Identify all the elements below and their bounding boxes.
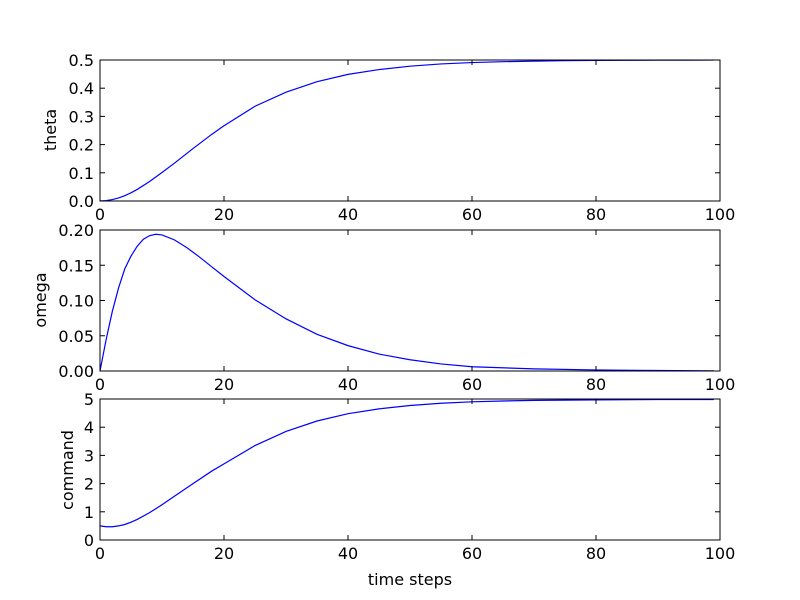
command-ytick-label: 4 — [84, 418, 94, 437]
theta-series-line — [99, 59, 714, 202]
theta-ylabel: theta — [41, 109, 60, 151]
omega-series-line — [99, 233, 714, 372]
command-ytick-label: 0 — [84, 531, 94, 550]
omega-ytick-label: 0.00 — [58, 362, 94, 381]
theta-plot-frame — [99, 59, 721, 202]
omega-plot-frame — [99, 229, 721, 372]
command-ytick-label: 2 — [84, 475, 94, 494]
theta-ytick-label: 0.4 — [69, 79, 94, 98]
omega-xtick-label: 40 — [338, 375, 358, 394]
theta-ytick-label: 0.1 — [69, 164, 94, 183]
command-subplot: command time steps 0 20 40 60 80 100 0 1 2 3 4 5 — [58, 390, 735, 589]
command-plot-frame — [99, 398, 721, 541]
omega-ytick-label: 0.05 — [58, 327, 94, 346]
omega-subplot: omega 0 20 40 60 80 100 0.00 0.05 0.10 0.15 0.20 — [31, 221, 735, 394]
omega-xtick-label: 0 — [95, 375, 105, 394]
theta-xtick-label: 60 — [462, 205, 482, 224]
omega-xtick-label: 100 — [705, 375, 736, 394]
omega-ylabel: omega — [31, 272, 50, 327]
omega-xtick-label: 20 — [214, 375, 234, 394]
theta-ytick-label: 0.0 — [69, 192, 94, 211]
theta-ytick-label: 0.2 — [69, 136, 94, 155]
omega-xtick-label: 60 — [462, 375, 482, 394]
theta-xtick-label: 0 — [95, 205, 105, 224]
command-xtick-label: 80 — [586, 544, 606, 563]
command-xtick-label: 100 — [705, 544, 736, 563]
time-steps-xlabel: time steps — [368, 570, 452, 589]
theta-xtick-label: 40 — [338, 205, 358, 224]
command-xtick-label: 0 — [95, 544, 105, 563]
command-series-line — [99, 398, 714, 528]
omega-ytick-label: 0.10 — [58, 292, 94, 311]
omega-ytick-label: 0.20 — [58, 221, 94, 240]
theta-ytick-label: 0.3 — [69, 107, 94, 126]
theta-ytick-label: 0.5 — [69, 51, 94, 70]
command-ytick-label: 3 — [84, 446, 94, 465]
command-ytick-label: 5 — [84, 390, 94, 409]
theta-xtick-label: 20 — [214, 205, 234, 224]
omega-xtick-label: 80 — [586, 375, 606, 394]
theta-subplot: theta 0 20 40 60 80 100 0.0 0.1 0.2 0.3 0.4 0.5 — [41, 51, 735, 224]
command-xtick-label: 40 — [338, 544, 358, 563]
command-ytick-label: 1 — [84, 503, 94, 522]
command-ylabel: command — [58, 430, 77, 510]
command-xtick-label: 60 — [462, 544, 482, 563]
theta-xtick-label: 80 — [586, 205, 606, 224]
command-xtick-label: 20 — [214, 544, 234, 563]
omega-ytick-label: 0.15 — [58, 256, 94, 275]
theta-xtick-label: 100 — [705, 205, 736, 224]
